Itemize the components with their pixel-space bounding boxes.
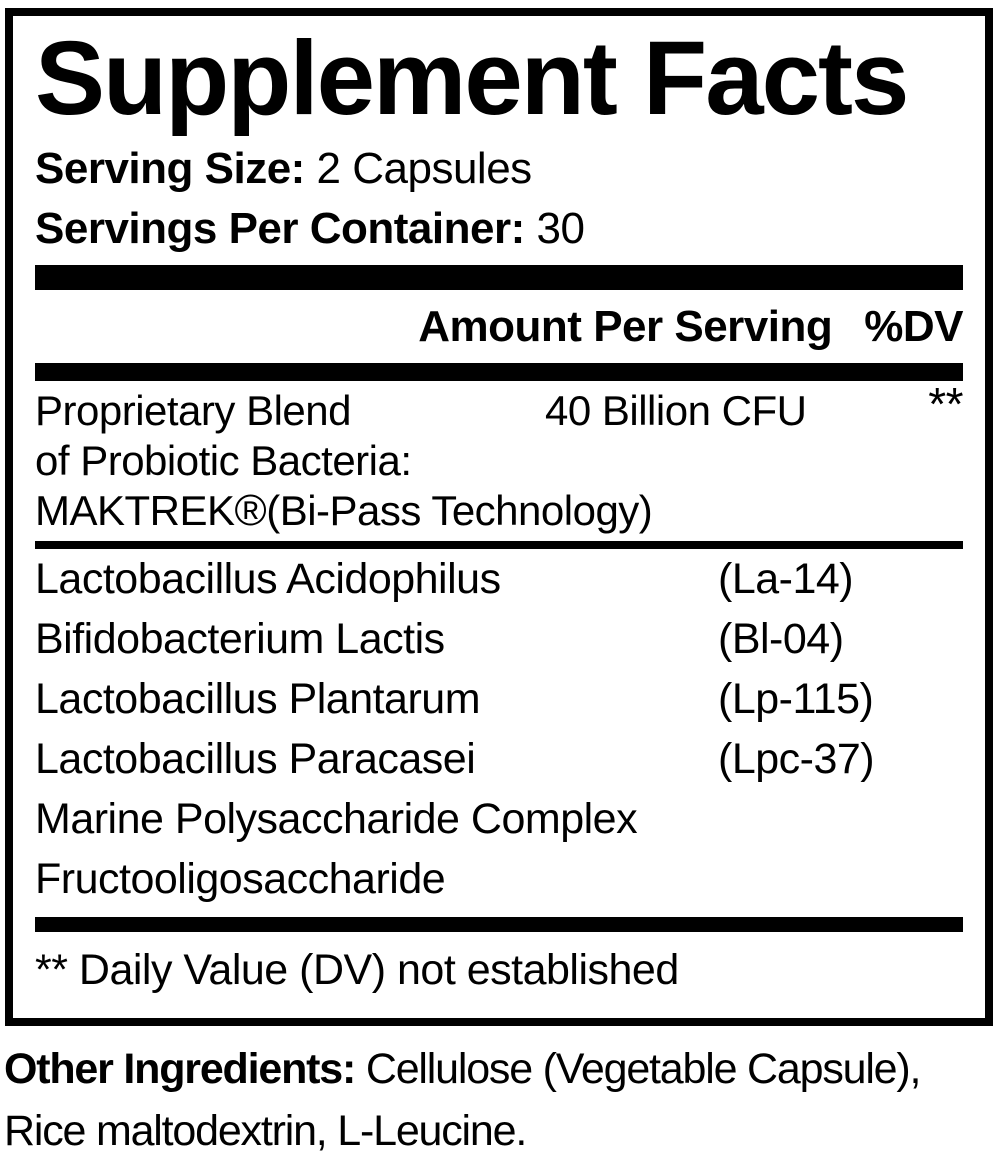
- ingredient-code: (Lpc-37): [718, 735, 875, 783]
- other-ingredients-value: Cellulose (Vegetable Capsule), Rice malt…: [4, 1045, 921, 1155]
- blend-dv-asterisks: **: [928, 378, 963, 430]
- ingredient-list: Lactobacillus Acidophilus (La-14) Bifidob…: [35, 549, 963, 909]
- blend-name-line3: MAKTREK®(Bi-Pass Technology): [35, 486, 963, 536]
- blend-amount: 40 Billion CFU: [545, 387, 807, 434]
- ingredient-row: Lactobacillus Paracasei (Lpc-37): [35, 729, 963, 789]
- blend-brand-suffix: (Bi-Pass Technology): [266, 487, 653, 534]
- amount-per-serving-header: Amount Per Serving: [418, 302, 833, 351]
- ingredient-row: Lactobacillus Plantarum (Lp-115): [35, 669, 963, 729]
- ingredient-row: Fructooligosaccharide: [35, 849, 963, 909]
- ingredient-code: [718, 849, 963, 909]
- ingredient-name: Lactobacillus Paracasei: [35, 735, 476, 783]
- ingredient-row: Bifidobacterium Lactis (Bl-04): [35, 609, 963, 669]
- serving-size-label: Serving Size:: [35, 144, 305, 193]
- divider-line-blend: [35, 541, 963, 549]
- ingredient-code: (La-14): [718, 555, 854, 603]
- ingredient-row: Marine Polysaccharide Complex: [35, 789, 963, 849]
- ingredient-name: Fructooligosaccharide: [35, 855, 446, 903]
- blend-name-line2: of Probiotic Bacteria:: [35, 437, 412, 484]
- supplement-facts-panel: Supplement Facts Serving Size: 2 Capsule…: [5, 8, 993, 1026]
- servings-per-container-label: Servings Per Container:: [35, 204, 525, 253]
- proprietary-blend-section: Proprietary Blend of Probiotic Bacteria:…: [35, 378, 963, 536]
- serving-size-line: Serving Size: 2 Capsules: [35, 139, 963, 199]
- other-ingredients-section: Other Ingredients: Cellulose (Vegetable …: [4, 1038, 999, 1160]
- other-ingredients-label: Other Ingredients:: [4, 1045, 356, 1093]
- blend-brand: MAKTREK: [35, 487, 235, 534]
- ingredient-code: [718, 789, 963, 849]
- percent-dv-header: %DV: [864, 302, 963, 351]
- ingredient-code: (Bl-04): [718, 615, 844, 663]
- ingredient-name: Bifidobacterium Lactis: [35, 615, 445, 663]
- servings-per-container-value: 30: [524, 204, 585, 253]
- registered-trademark-symbol: ®: [234, 486, 267, 535]
- column-header-row: Amount Per Serving %DV: [35, 290, 963, 363]
- serving-size-value: 2 Capsules: [304, 144, 533, 193]
- servings-per-container-line: Servings Per Container: 30: [35, 199, 963, 259]
- ingredient-row: Lactobacillus Acidophilus (La-14): [35, 549, 963, 609]
- daily-value-footnote: ** Daily Value (DV) not established: [35, 946, 679, 994]
- ingredient-name: Lactobacillus Plantarum: [35, 675, 481, 723]
- ingredient-name: Lactobacillus Acidophilus: [35, 555, 501, 603]
- divider-bar-top: [35, 265, 963, 290]
- blend-name-line1: Proprietary Blend: [35, 387, 352, 434]
- divider-bar-header: [35, 363, 963, 381]
- serving-info: Serving Size: 2 Capsules Servings Per Co…: [35, 139, 963, 259]
- ingredient-code: (Lp-115): [718, 675, 874, 723]
- panel-title: Supplement Facts: [35, 20, 909, 137]
- ingredient-name: Marine Polysaccharide Complex: [35, 795, 638, 843]
- divider-bar-footnote: [35, 917, 963, 932]
